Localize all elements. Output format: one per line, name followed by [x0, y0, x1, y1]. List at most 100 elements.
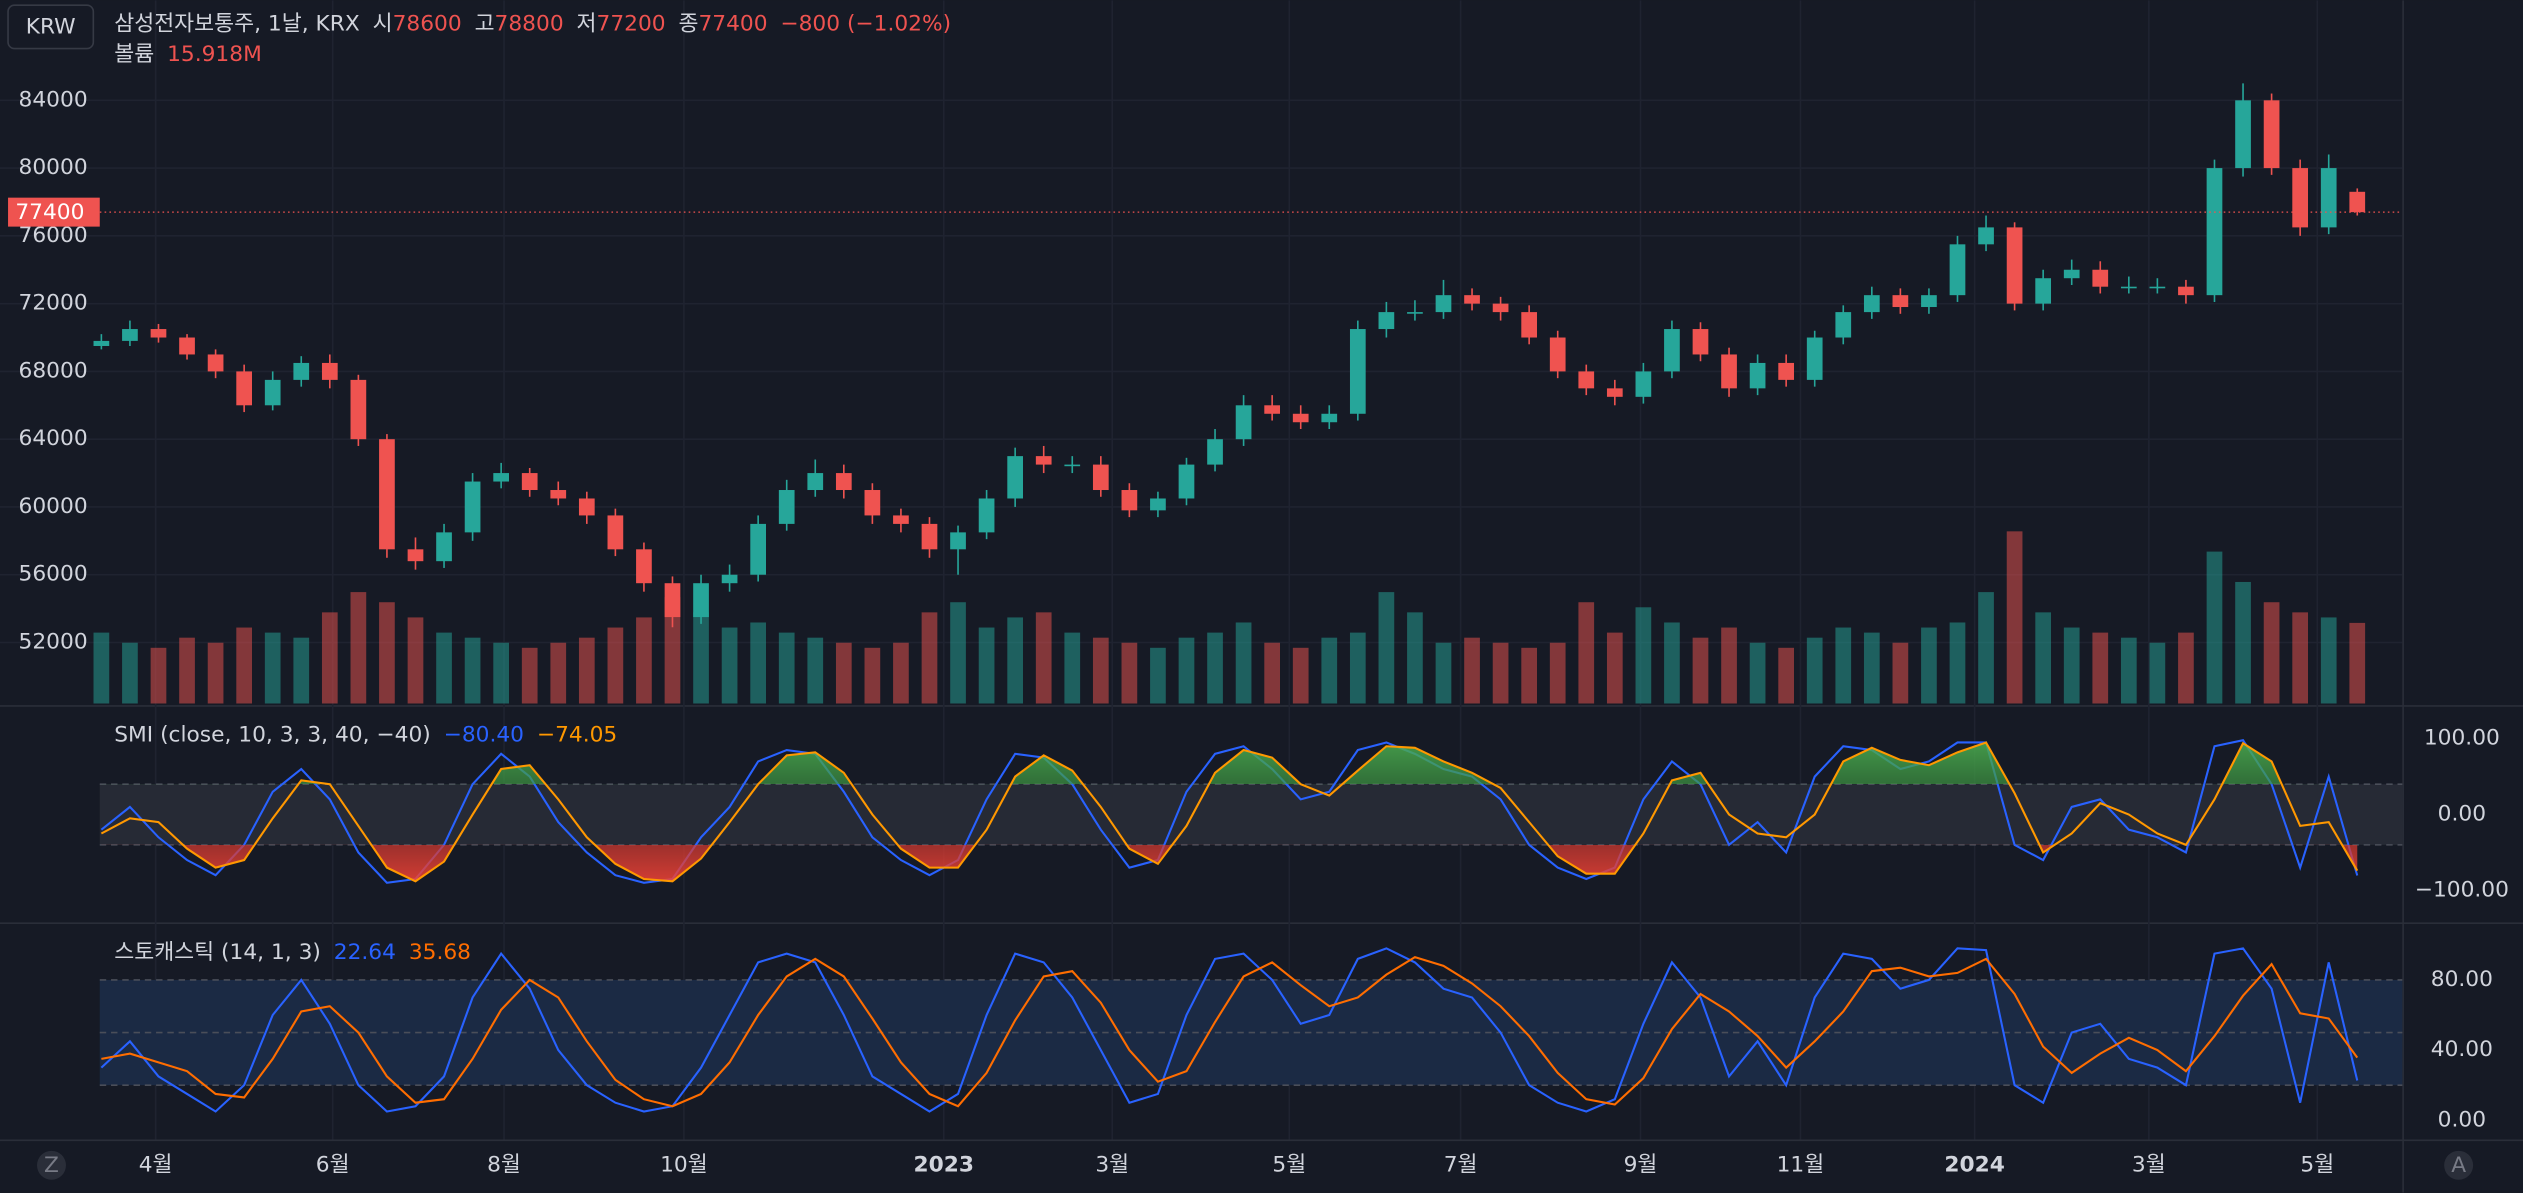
volume-bar — [578, 637, 595, 704]
volume-bar — [1407, 612, 1423, 704]
volume-legend: 볼륨 15.918M — [114, 42, 262, 67]
candle-body — [1721, 354, 1737, 389]
ohlc-label: 시 — [373, 11, 393, 36]
candle-body — [150, 329, 167, 338]
volume-title: 볼륨 — [114, 42, 154, 67]
candle-body — [1978, 227, 1994, 245]
auto-scale-label: A — [2451, 1153, 2466, 1178]
x-tick-label: 3월 — [2132, 1152, 2166, 1177]
volume-bar — [2206, 551, 2223, 704]
grid — [0, 0, 2403, 1140]
volume-bar — [521, 647, 538, 704]
volume-bar — [2235, 581, 2251, 704]
candle-body — [207, 354, 224, 372]
volume-bar — [550, 642, 567, 704]
x-tick-label: 5월 — [2300, 1152, 2334, 1177]
ohlc-label: 저 — [577, 11, 597, 36]
candle-body — [2120, 286, 2137, 289]
legend-title: 스토캐스틱 (14, 1, 3) — [114, 940, 321, 965]
x-tick-label: 3월 — [1095, 1152, 1129, 1177]
volume-bar — [1321, 637, 1338, 704]
x-tick-label: 10월 — [660, 1152, 708, 1177]
last-price-tag — [8, 197, 100, 227]
level-band — [99, 784, 2403, 845]
volume-bar — [407, 617, 424, 704]
x-tick-label: 4월 — [139, 1152, 173, 1177]
volume-bar — [2320, 617, 2337, 704]
candle-body — [1121, 490, 1138, 511]
candle-body — [1464, 295, 1480, 304]
volume-bar — [721, 627, 738, 704]
candle-body — [1178, 464, 1195, 499]
volume-bar — [693, 612, 709, 704]
candle-body — [2092, 269, 2109, 287]
x-tick-label: 7월 — [1444, 1152, 1478, 1177]
candle-body — [2006, 227, 2023, 304]
volume-bar — [1492, 642, 1509, 704]
candle-body — [921, 523, 938, 550]
candle-body — [2206, 168, 2223, 296]
candle-body — [807, 473, 824, 491]
volume-bar — [1749, 642, 1766, 704]
candle-body — [2349, 191, 2366, 213]
series-line — [100, 947, 2359, 1113]
volume-bar — [2092, 632, 2109, 704]
candle-body — [1521, 312, 1538, 338]
volume-bar — [2263, 602, 2280, 704]
y-tick-label: 64000 — [19, 426, 88, 451]
candle-body — [864, 490, 881, 516]
candle-body — [1035, 456, 1052, 465]
volume-bar — [236, 627, 253, 704]
candle-body — [636, 549, 652, 584]
candle-body — [1092, 464, 1109, 491]
volume-bar — [1521, 647, 1538, 704]
y-tick-label: 56000 — [19, 562, 88, 587]
volume-bar — [807, 637, 824, 704]
volume-bar — [1664, 622, 1680, 704]
series-line — [100, 739, 2359, 884]
candle-body — [436, 532, 452, 562]
volume-bar — [1921, 627, 1937, 704]
volume-bar — [978, 627, 995, 704]
marks — [93, 83, 2403, 1113]
volume-bar — [950, 602, 966, 704]
candle-body — [1949, 244, 1966, 296]
candle-body — [379, 439, 395, 550]
y-tick-label: 40.00 — [2431, 1037, 2493, 1062]
candle-body — [1578, 371, 1595, 389]
candle-body — [321, 362, 338, 380]
candle-body — [978, 498, 995, 533]
candle-body — [1407, 312, 1423, 314]
currency-button[interactable] — [7, 4, 95, 50]
volume-bar — [293, 637, 310, 704]
candle-body — [2292, 168, 2309, 228]
candle-body — [1064, 464, 1081, 467]
volume-bar — [2178, 632, 2194, 704]
y-tick-label: 80000 — [19, 155, 88, 180]
volume-bar — [893, 642, 909, 704]
legend-value: 35.68 — [409, 940, 471, 965]
candle-body — [1892, 295, 1909, 308]
volume-bar — [1949, 622, 1966, 704]
volume-bar — [1349, 632, 1366, 704]
zoom-label: Z — [44, 1153, 59, 1178]
candle-body — [893, 515, 909, 524]
ohlc-value: 78600 — [393, 11, 462, 36]
candle-body — [1835, 312, 1852, 338]
volume-bar — [1863, 632, 1880, 704]
zoom-button[interactable] — [37, 1150, 66, 1180]
volume-bar — [2063, 627, 2080, 704]
change-label: −800 (−1.02%) — [780, 11, 951, 36]
candle-body — [2149, 286, 2166, 289]
x-tick-label: 2023 — [914, 1152, 974, 1177]
volume-bar — [1150, 647, 1166, 704]
volume-bar — [179, 637, 195, 704]
volume-bar — [1606, 632, 1623, 704]
legend-title: 삼성전자보통주, 1날, KRX — [114, 11, 360, 36]
candle-body — [1863, 295, 1880, 313]
volume-bar — [1721, 627, 1737, 704]
x-tick-label: 5월 — [1272, 1152, 1306, 1177]
volume-bar — [1892, 642, 1909, 704]
candle-body — [2235, 100, 2251, 169]
auto-scale-button[interactable] — [2444, 1150, 2474, 1180]
